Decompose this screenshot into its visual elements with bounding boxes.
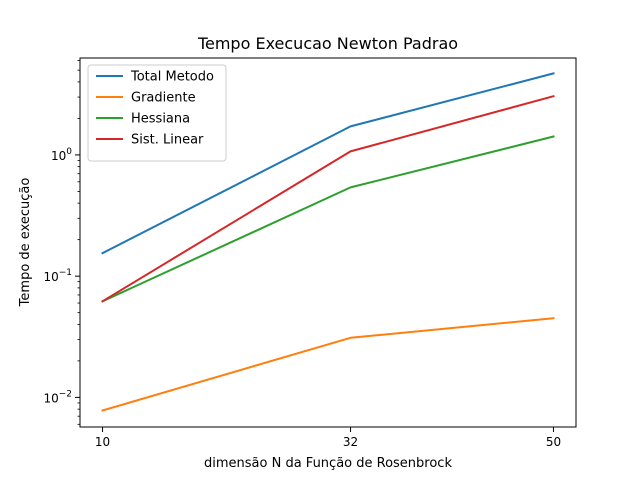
legend-label-2: Hessiana bbox=[131, 112, 190, 127]
chart-title: Tempo Execucao Newton Padrao bbox=[197, 34, 458, 53]
y-tick-label: 10−2 bbox=[43, 389, 72, 405]
series-line-2 bbox=[101, 135, 555, 303]
series-line-1 bbox=[101, 317, 555, 412]
x-axis-label: dimensão N da Função de Rosenbrock bbox=[204, 456, 452, 471]
series-line-3 bbox=[101, 94, 555, 303]
x-tick-label: 10 bbox=[95, 435, 110, 449]
legend-box bbox=[87, 64, 227, 162]
series-layer bbox=[101, 72, 555, 412]
series-line-0 bbox=[101, 72, 555, 255]
y-tick-label: 100 bbox=[51, 147, 72, 163]
y-axis-label: Tempo de execução bbox=[18, 178, 33, 308]
legend: Total Metodo Gradiente Hessiana Sist. Linea… bbox=[87, 64, 227, 162]
legend-label-3: Sist. Linear bbox=[131, 133, 204, 148]
legend-label-0: Total Metodo bbox=[130, 70, 214, 85]
plot-frame bbox=[79, 57, 577, 428]
x-tick-label: 50 bbox=[546, 435, 561, 449]
legend-label-1: Gradiente bbox=[131, 91, 196, 106]
y-tick-label: 10−1 bbox=[43, 268, 72, 284]
x-tick-label: 32 bbox=[343, 435, 358, 449]
